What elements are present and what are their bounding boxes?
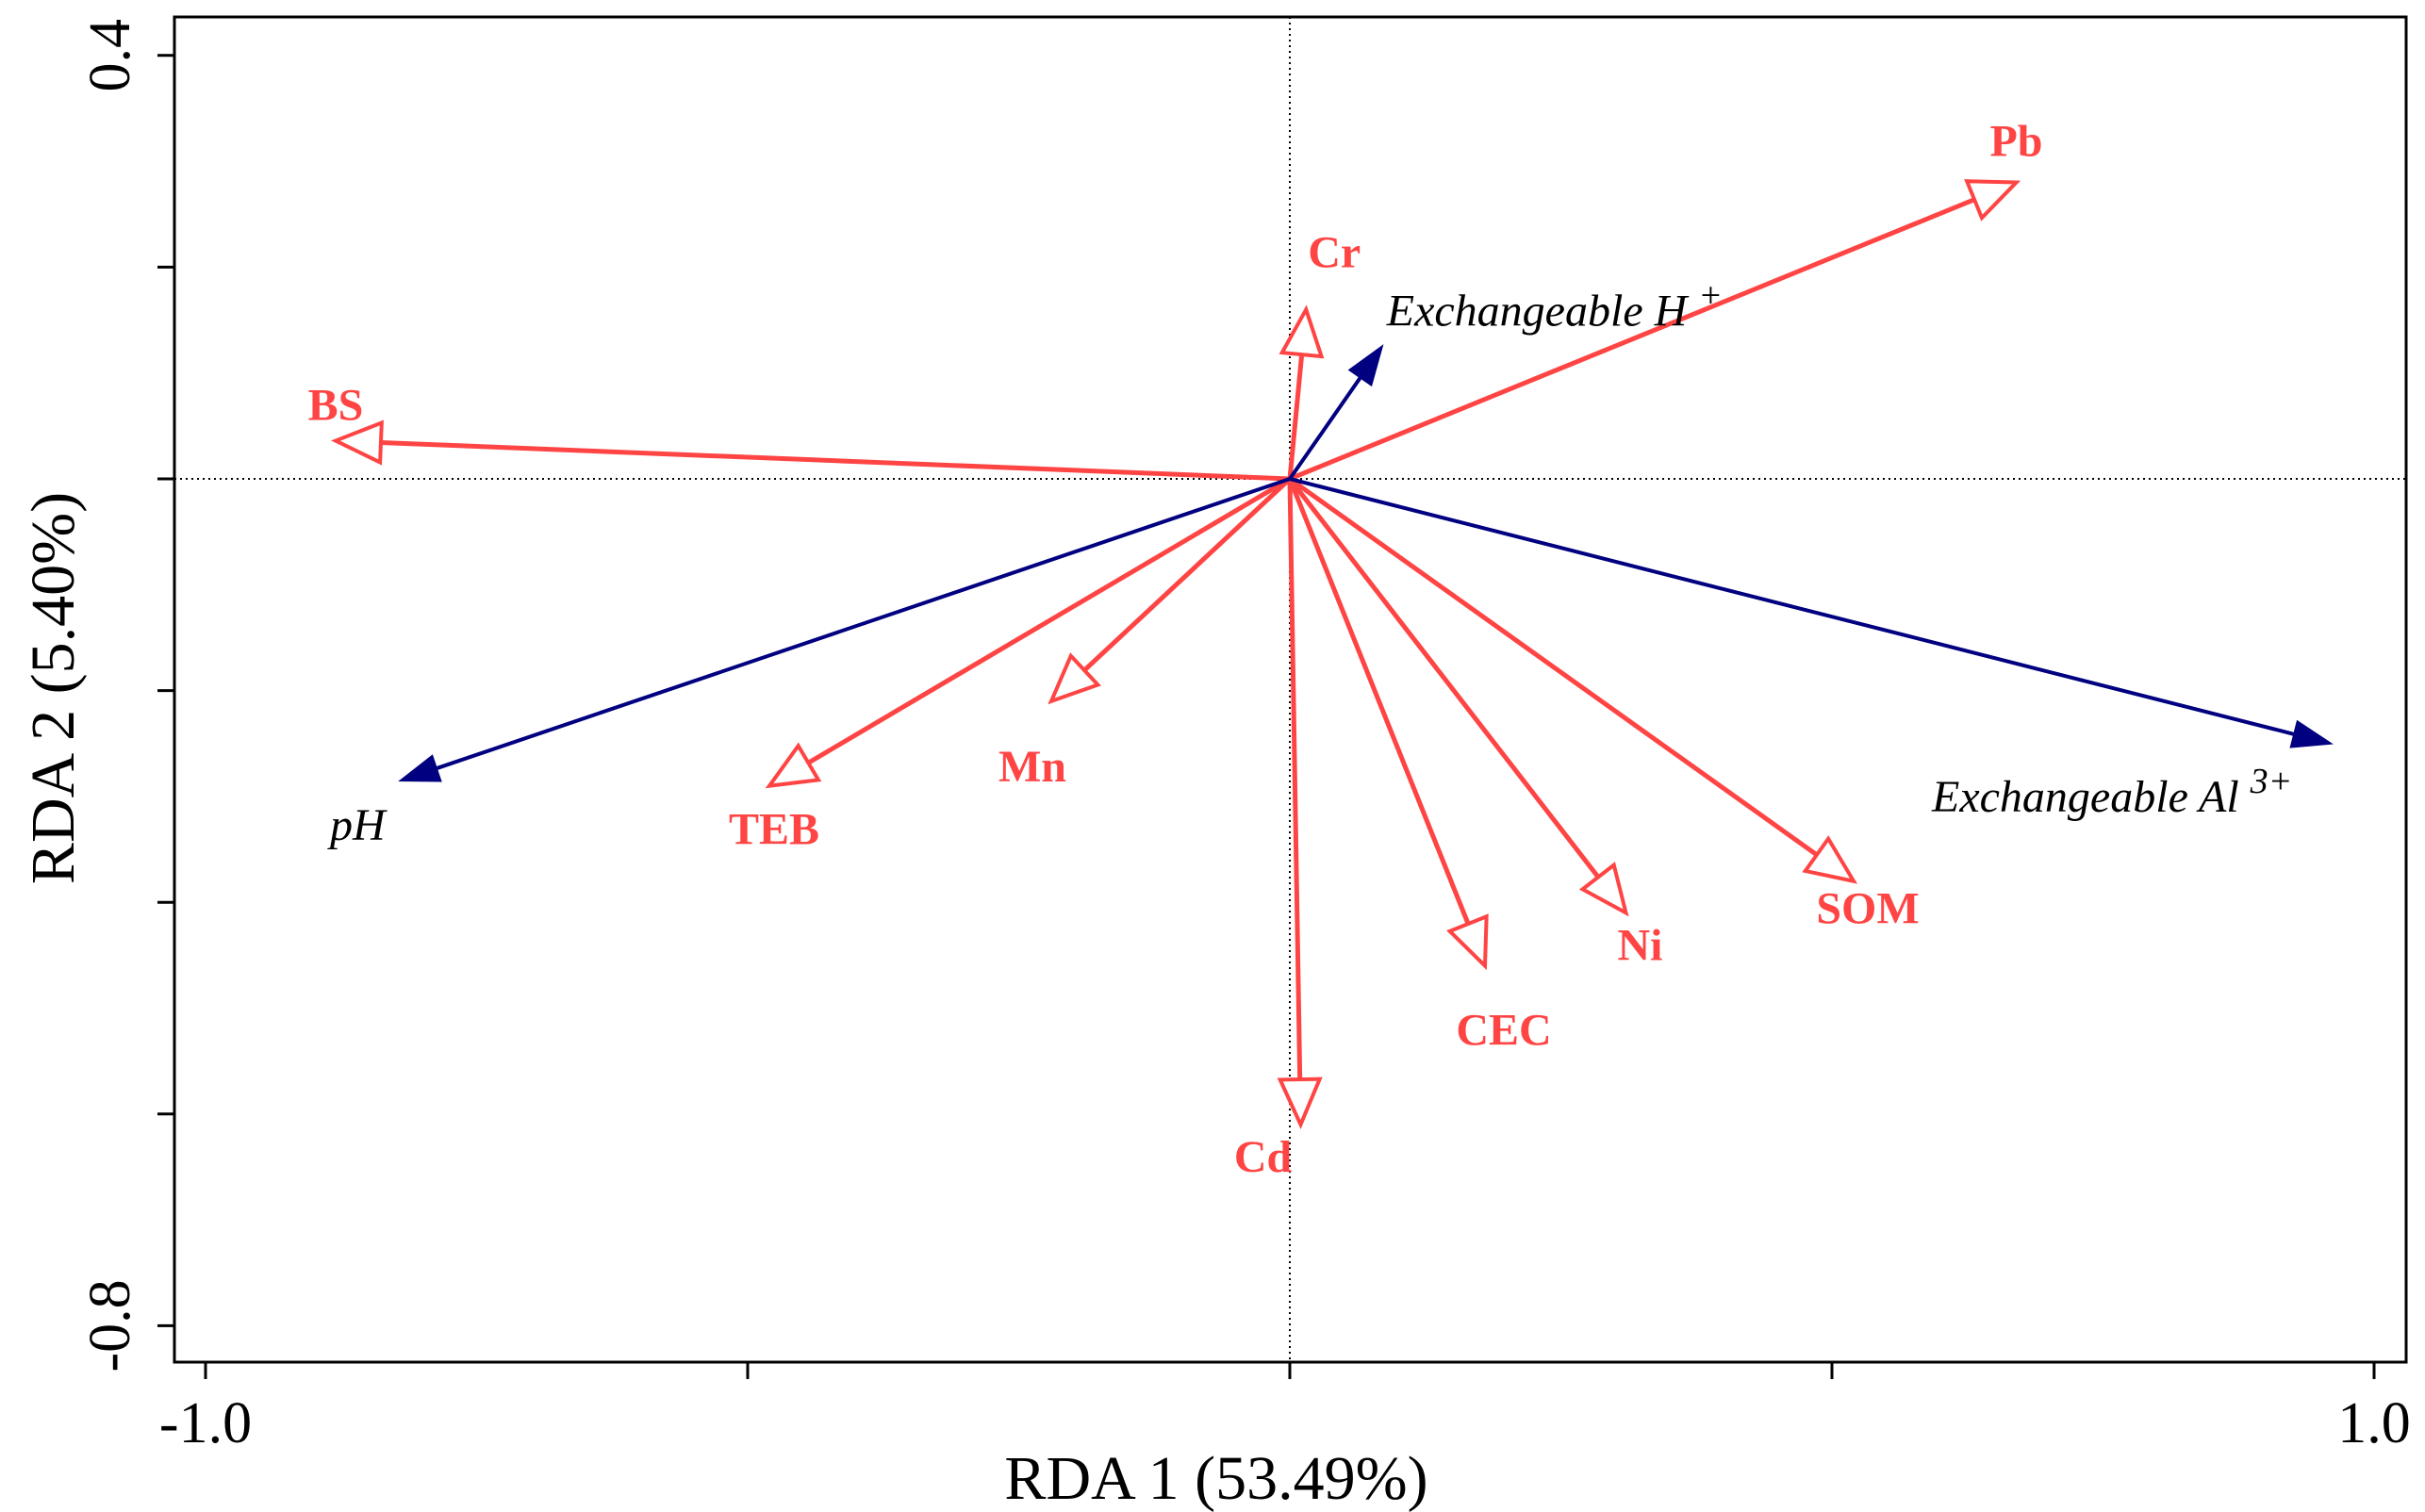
response-label-bs: BS — [308, 381, 364, 431]
explanatory-arrowhead-ph — [398, 754, 442, 782]
y-axis-title: RDA 2 (5.40%) — [19, 492, 88, 884]
explanatory-label-superscript: + — [1698, 276, 1723, 316]
explanatory-arrowhead-exchangeable-h — [1347, 344, 1384, 387]
response-vector-som — [1288, 476, 1819, 857]
response-vector-ni — [1288, 477, 1601, 879]
response-vector-pb — [1289, 197, 1976, 482]
response-label-som: SOM — [1816, 884, 1919, 934]
explanatory-vector-exchangeable-h — [1288, 376, 1362, 481]
y-tick-label: 0.4 — [78, 19, 142, 92]
response-label-pb: Pb — [1989, 117, 2042, 167]
explanatory-label-ph: pH — [327, 800, 388, 850]
response-label-mn: Mn — [998, 742, 1066, 792]
explanatory-label-exchangeable-h: Exchangeable H + — [1386, 276, 1723, 337]
response-label-ni: Ni — [1618, 920, 1663, 970]
x-tick-label: -1.0 — [159, 1391, 252, 1455]
response-vector-teb — [807, 476, 1292, 765]
response-arrowhead-cr — [1278, 304, 1325, 359]
response-label-teb: TEB — [729, 805, 819, 855]
response-arrowhead-bs — [331, 419, 384, 466]
response-arrowhead-mn — [1048, 652, 1101, 705]
response-label-cr: Cr — [1308, 227, 1361, 277]
response-vector-mn — [1082, 477, 1292, 672]
explanatory-label-exchangeable-al: Exchangeable Al 3+ — [1931, 762, 2292, 822]
response-label-cec: CEC — [1456, 1006, 1551, 1056]
response-arrowhead-som — [1802, 835, 1858, 884]
explanatory-vector-exchangeable-al — [1289, 477, 2295, 736]
response-vector-cec — [1287, 478, 1471, 925]
response-vector-cr — [1287, 353, 1305, 480]
response-arrowhead-teb — [765, 742, 822, 789]
explanatory-arrowhead-exchangeable-al — [2289, 719, 2334, 748]
x-tick-label: 1.0 — [2337, 1391, 2411, 1455]
response-vector-bs — [380, 439, 1291, 482]
response-arrowhead-ni — [1578, 862, 1629, 917]
response-label-cd: Cd — [1234, 1132, 1293, 1182]
x-axis-title: RDA 1 (53.49%) — [1004, 1444, 1427, 1512]
y-tick-label: -0.8 — [78, 1279, 142, 1372]
response-arrowhead-cec — [1446, 913, 1489, 971]
response-vector-cd — [1287, 478, 1303, 1080]
response-arrowhead-pb — [1964, 179, 2021, 222]
explanatory-label-superscript: 3+ — [2250, 762, 2293, 801]
response-arrowhead-cd — [1277, 1076, 1323, 1130]
explanatory-vector-ph — [436, 477, 1291, 771]
